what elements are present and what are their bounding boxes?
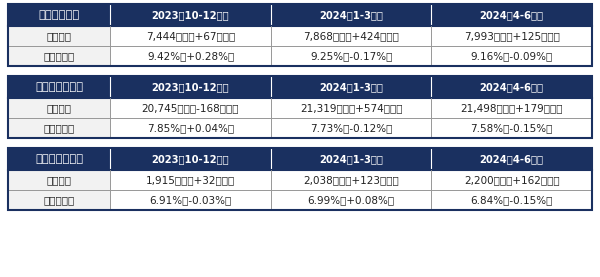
Text: 6.99%（+0.08%）: 6.99%（+0.08%）: [308, 195, 395, 205]
Bar: [8, 4, 592, 66]
Bar: [431, 148, 592, 170]
Text: 表面利回り: 表面利回り: [43, 51, 75, 61]
Bar: [110, 118, 271, 138]
Bar: [110, 4, 271, 26]
Bar: [8, 76, 592, 138]
Text: 物件価格: 物件価格: [47, 31, 71, 41]
Bar: [8, 118, 110, 138]
Text: 7.85%（+0.04%）: 7.85%（+0.04%）: [147, 123, 234, 133]
Bar: [110, 76, 271, 98]
Bar: [271, 4, 431, 26]
Text: 2024年4-6月期: 2024年4-6月期: [480, 154, 544, 164]
Text: 2023年10-12月期: 2023年10-12月期: [152, 10, 229, 20]
Bar: [431, 98, 592, 118]
Text: 1,915万円（+32万円）: 1,915万円（+32万円）: [146, 175, 235, 185]
Bar: [8, 148, 110, 170]
Bar: [8, 46, 110, 66]
Text: 2023年10-12月期: 2023年10-12月期: [152, 154, 229, 164]
Text: 2023年10-12月期: 2023年10-12月期: [152, 82, 229, 92]
Text: 2,200万円（+162万円）: 2,200万円（+162万円）: [464, 175, 560, 185]
Bar: [8, 170, 110, 190]
Text: 9.42%（+0.28%）: 9.42%（+0.28%）: [147, 51, 234, 61]
Bar: [271, 170, 431, 190]
Bar: [431, 26, 592, 46]
Bar: [431, 46, 592, 66]
Text: 表面利回り: 表面利回り: [43, 195, 75, 205]
Text: 20,745万円（-168万円）: 20,745万円（-168万円）: [142, 103, 239, 113]
Bar: [110, 46, 271, 66]
Text: 区分マンション: 区分マンション: [35, 154, 83, 164]
Text: 7,444万円（+67万円）: 7,444万円（+67万円）: [146, 31, 235, 41]
Text: 2024年1-3月期: 2024年1-3月期: [319, 154, 383, 164]
Bar: [431, 170, 592, 190]
Bar: [8, 98, 110, 118]
Bar: [431, 76, 592, 98]
Bar: [110, 190, 271, 210]
Text: 2024年4-6月期: 2024年4-6月期: [480, 10, 544, 20]
Text: 一棲アパート: 一棲アパート: [38, 10, 80, 20]
Bar: [271, 118, 431, 138]
Bar: [8, 4, 110, 26]
Bar: [271, 98, 431, 118]
Text: 2,038万円（+123万円）: 2,038万円（+123万円）: [303, 175, 399, 185]
Text: 6.84%（-0.15%）: 6.84%（-0.15%）: [470, 195, 553, 205]
Bar: [110, 98, 271, 118]
Bar: [431, 118, 592, 138]
Text: 21,319万円（+574万円）: 21,319万円（+574万円）: [300, 103, 403, 113]
Bar: [271, 148, 431, 170]
Text: 6.91%（-0.03%）: 6.91%（-0.03%）: [149, 195, 232, 205]
Text: 表面利回り: 表面利回り: [43, 123, 75, 133]
Bar: [271, 26, 431, 46]
Text: 物件価格: 物件価格: [47, 175, 71, 185]
Text: 7.58%（-0.15%）: 7.58%（-0.15%）: [470, 123, 553, 133]
Text: 21,498万円（+179万円）: 21,498万円（+179万円）: [460, 103, 563, 113]
Text: 2024年4-6月期: 2024年4-6月期: [480, 82, 544, 92]
Text: 2024年1-3月期: 2024年1-3月期: [319, 82, 383, 92]
Text: 一棲マンション: 一棲マンション: [35, 82, 83, 92]
Bar: [110, 148, 271, 170]
Text: 9.25%（-0.17%）: 9.25%（-0.17%）: [310, 51, 392, 61]
Bar: [431, 4, 592, 26]
Bar: [271, 190, 431, 210]
Bar: [110, 26, 271, 46]
Bar: [8, 76, 110, 98]
Bar: [8, 190, 110, 210]
Text: 9.16%（-0.09%）: 9.16%（-0.09%）: [470, 51, 553, 61]
Text: 物件価格: 物件価格: [47, 103, 71, 113]
Text: 7,868万円（+424万円）: 7,868万円（+424万円）: [303, 31, 399, 41]
Bar: [8, 148, 592, 210]
Text: 7,993万円（+125万円）: 7,993万円（+125万円）: [464, 31, 560, 41]
Bar: [271, 46, 431, 66]
Bar: [110, 170, 271, 190]
Bar: [8, 26, 110, 46]
Bar: [431, 190, 592, 210]
Bar: [271, 76, 431, 98]
Text: 2024年1-3月期: 2024年1-3月期: [319, 10, 383, 20]
Text: 7.73%（-0.12%）: 7.73%（-0.12%）: [310, 123, 392, 133]
